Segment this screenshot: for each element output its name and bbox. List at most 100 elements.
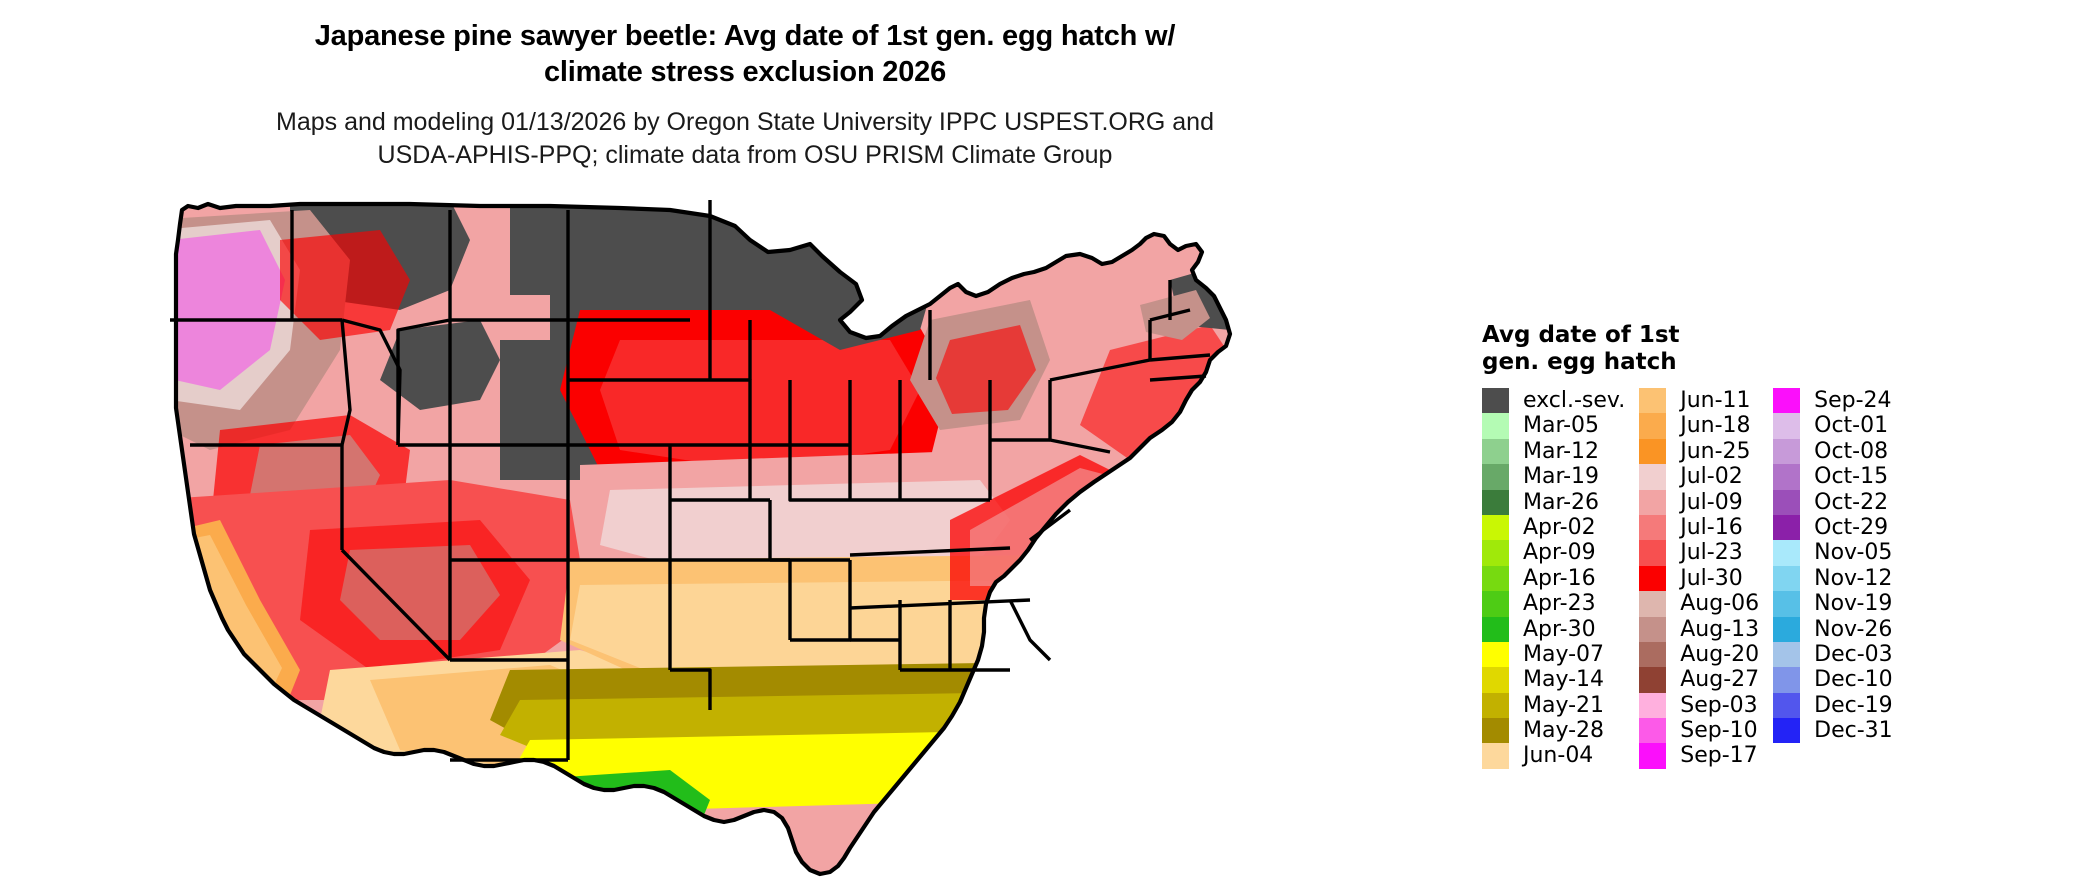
legend-entry[interactable]: Mar-19	[1482, 464, 1625, 490]
page-subtitle-line-2: USDA-APHIS-PPQ; climate data from OSU PR…	[377, 141, 1113, 169]
legend-swatch	[1482, 565, 1509, 592]
legend-entry[interactable]: Nov-05	[1773, 540, 1893, 566]
legend-label: Mar-05	[1523, 413, 1600, 439]
legend-swatch	[1482, 591, 1509, 617]
legend-entry[interactable]: Jul-16	[1639, 514, 1759, 541]
legend-entry[interactable]: Sep-03	[1639, 692, 1759, 719]
legend-swatch	[1639, 464, 1667, 490]
legend-swatch	[1773, 565, 1801, 592]
legend-entry[interactable]: Sep-24	[1773, 388, 1893, 414]
legend-swatch	[1639, 718, 1667, 744]
legend-entry[interactable]: Dec-31	[1773, 718, 1893, 744]
legend-swatch	[1773, 692, 1801, 719]
legend-entry[interactable]: May-21	[1482, 692, 1625, 719]
legend-swatch	[1482, 718, 1509, 744]
legend-entry[interactable]: Apr-02	[1482, 514, 1625, 541]
legend-entry[interactable]: May-07	[1482, 641, 1625, 668]
legend-entry[interactable]: Apr-23	[1482, 591, 1625, 617]
legend-entry[interactable]: Nov-12	[1773, 565, 1893, 592]
legend-entry[interactable]: May-28	[1482, 718, 1625, 744]
legend-label: Sep-17	[1680, 743, 1758, 769]
legend-swatch	[1639, 413, 1667, 439]
legend-label: Oct-29	[1814, 514, 1889, 540]
legend-label: Apr-02	[1523, 514, 1596, 540]
legend-entry[interactable]: Jul-09	[1639, 489, 1759, 515]
legend-entry[interactable]: Aug-06	[1639, 591, 1759, 617]
legend-swatch	[1482, 489, 1509, 515]
legend-entry[interactable]: excl.-sev.	[1482, 388, 1626, 414]
legend: Avg date of 1st gen. egg hatch excl.-sev…	[1482, 322, 2082, 769]
legend-entry[interactable]: Jul-23	[1639, 540, 1759, 566]
national-border	[173, 201, 1233, 877]
legend-entry[interactable]: Jun-25	[1639, 438, 1759, 465]
legend-label: May-07	[1523, 641, 1605, 667]
legend-swatch	[1639, 565, 1667, 592]
legend-swatch	[1482, 413, 1509, 439]
legend-entry[interactable]: Oct-15	[1773, 464, 1893, 490]
legend-entry[interactable]: Oct-08	[1773, 438, 1893, 465]
legend-entry[interactable]: Oct-22	[1773, 489, 1893, 515]
raster-patch-pnw-red	[280, 230, 410, 340]
legend-entry[interactable]: Oct-01	[1773, 413, 1893, 439]
us-choropleth-map	[170, 200, 1233, 877]
legend-entry[interactable]: Mar-05	[1482, 413, 1625, 439]
legend-entry[interactable]: Jun-11	[1639, 388, 1759, 414]
legend-column-2: Jun-11 Jun-18 Jun-25 Jul-02 Jul-09 Jul-1…	[1639, 388, 1759, 769]
legend-label: May-28	[1523, 718, 1605, 744]
legend-entry[interactable]: Dec-10	[1773, 667, 1893, 693]
legend-label: Apr-23	[1523, 591, 1596, 617]
legend-label: excl.-sev.	[1523, 388, 1626, 413]
legend-swatch	[1639, 591, 1667, 617]
legend-swatch	[1773, 514, 1801, 541]
legend-entry[interactable]: Dec-19	[1773, 692, 1893, 719]
legend-swatch	[1639, 489, 1667, 515]
legend-entry[interactable]: Dec-03	[1773, 641, 1893, 668]
legend-entry[interactable]: Nov-26	[1773, 616, 1893, 642]
legend-entry[interactable]: Apr-16	[1482, 565, 1625, 592]
legend-label: Jun-11	[1680, 388, 1751, 413]
legend-label: Nov-26	[1814, 616, 1893, 642]
legend-entry[interactable]: Mar-12	[1482, 438, 1625, 465]
legend-swatch	[1639, 743, 1667, 769]
legend-label: Jul-02	[1680, 464, 1743, 490]
legend-label: Jul-30	[1680, 565, 1743, 591]
legend-entry[interactable]: Jun-18	[1639, 413, 1759, 439]
legend-entry[interactable]: Mar-26	[1482, 489, 1625, 515]
legend-swatch	[1482, 641, 1509, 668]
legend-entry[interactable]: Jun-04	[1482, 743, 1625, 769]
legend-entry[interactable]: Apr-30	[1482, 616, 1625, 642]
legend-entry[interactable]: May-14	[1482, 667, 1625, 693]
raster-patch-pnw-highelev-white	[176, 220, 300, 410]
legend-swatch	[1639, 692, 1667, 719]
legend-label: Dec-19	[1814, 692, 1893, 718]
page-title-line-2: climate stress exclusion 2026	[543, 56, 947, 88]
legend-title-line-1: Avg date of 1st	[1482, 322, 1680, 348]
legend-label: Nov-12	[1814, 565, 1893, 591]
border-ct-ri	[1149, 374, 1207, 382]
raster-patch-pnw-highelev-magenta	[176, 230, 285, 390]
raster-band-gulf-yellow	[510, 730, 1070, 812]
border-ky-tn	[849, 546, 1011, 557]
legend-entry[interactable]: Aug-13	[1639, 616, 1759, 642]
legend-swatch	[1482, 388, 1509, 414]
raster-patch-south-texas-green	[520, 770, 710, 874]
legend-entry[interactable]: Apr-09	[1482, 540, 1625, 566]
legend-title: Avg date of 1st gen. egg hatch	[1482, 322, 1697, 376]
legend-swatch	[1639, 514, 1667, 541]
legend-entry[interactable]: Oct-29	[1773, 514, 1893, 541]
legend-label: Sep-10	[1680, 718, 1758, 744]
legend-entry[interactable]: Sep-17	[1639, 743, 1759, 769]
legend-label: Dec-31	[1814, 718, 1893, 744]
page-subtitle-line-1: Maps and modeling 01/13/2026 by Oregon S…	[276, 108, 1214, 136]
legend-column-1: excl.-sev. Mar-05 Mar-12 Mar-19 Mar-26 A…	[1482, 388, 1625, 769]
legend-label: Jun-25	[1680, 438, 1751, 464]
legend-label: May-14	[1523, 667, 1605, 693]
legend-entry[interactable]: Aug-27	[1639, 667, 1759, 693]
legend-entry[interactable]: Aug-20	[1639, 641, 1759, 668]
legend-entry[interactable]: Jul-30	[1639, 565, 1759, 592]
legend-entry[interactable]: Jul-02	[1639, 464, 1759, 490]
legend-entry[interactable]: Sep-10	[1639, 718, 1759, 744]
legend-swatch	[1639, 540, 1667, 566]
legend-swatch	[1773, 388, 1801, 414]
legend-entry[interactable]: Nov-19	[1773, 591, 1893, 617]
